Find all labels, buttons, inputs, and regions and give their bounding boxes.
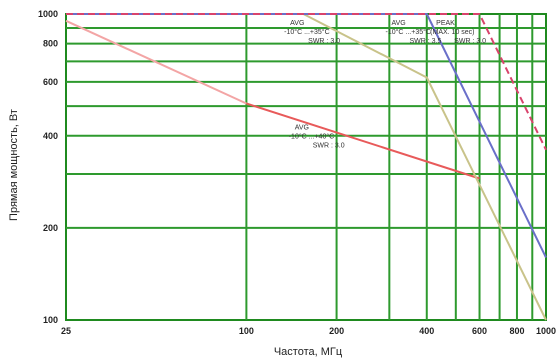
annotation-0-line-0: AVG	[290, 20, 304, 27]
y-tick-label-800: 800	[43, 39, 58, 49]
plot-frame	[65, 13, 547, 321]
annotation-1-line-2: SWR : 3.0	[313, 142, 345, 149]
y-tick-label-100: 100	[43, 315, 58, 325]
x-tick-label-400: 400	[419, 326, 434, 336]
series-line-4	[66, 13, 547, 151]
annotation-3-line-0: PEAK	[436, 20, 455, 27]
x-tick-label-100: 100	[239, 326, 254, 336]
annotation-3-line-1: (MAX. 10 sec)	[430, 29, 474, 36]
y-tick-label-200: 200	[43, 223, 58, 233]
y-axis-label: Прямая мощность, Вт	[8, 109, 20, 221]
annotation-2: AVG-10°C ...+35°C SWR : 3.5	[385, 20, 441, 45]
grid-layer	[65, 13, 547, 321]
annotation-2-line-1: -10°C ...+35°C	[385, 28, 430, 36]
annotation-3: PEAK (MAX. 10 sec) SWR : 3.0	[430, 20, 486, 45]
x-axis-label: Частота, МГц	[274, 346, 343, 358]
annotation-0-line-2: SWR : 3.0	[308, 38, 340, 45]
series-line-3	[66, 13, 547, 258]
annotation-1-line-1: -10°C ...+40°C	[289, 132, 334, 140]
annotation-2-line-0: AVG	[391, 20, 405, 27]
y-tick-label-1000: 1000	[38, 9, 58, 19]
annotation-3-line-2: SWR : 3.0	[454, 38, 486, 45]
x-tick-label-1000: 1000	[536, 326, 556, 336]
y-tick-label-400: 400	[43, 131, 58, 141]
y-tick-label-600: 600	[43, 77, 58, 87]
annotation-2-line-2: SWR : 3.5	[409, 38, 441, 45]
annotation-0-line-1: -10°C ...+35°C	[284, 28, 329, 36]
annotation-0: AVG-10°C ...+35°C SWR : 3.0	[284, 20, 340, 45]
x-tick-label-25: 25	[61, 326, 71, 336]
annotation-1-line-0: AVG	[295, 124, 309, 131]
annotation-1: AVG-10°C ...+40°C SWR : 3.0	[289, 124, 345, 149]
x-tick-label-600: 600	[472, 326, 487, 336]
series-line-2	[66, 13, 547, 321]
series-line-1	[246, 102, 480, 180]
x-tick-label-200: 200	[329, 326, 344, 336]
series-layer	[65, 13, 547, 321]
series-line-0	[65, 19, 247, 105]
x-tick-label-800: 800	[509, 326, 524, 336]
